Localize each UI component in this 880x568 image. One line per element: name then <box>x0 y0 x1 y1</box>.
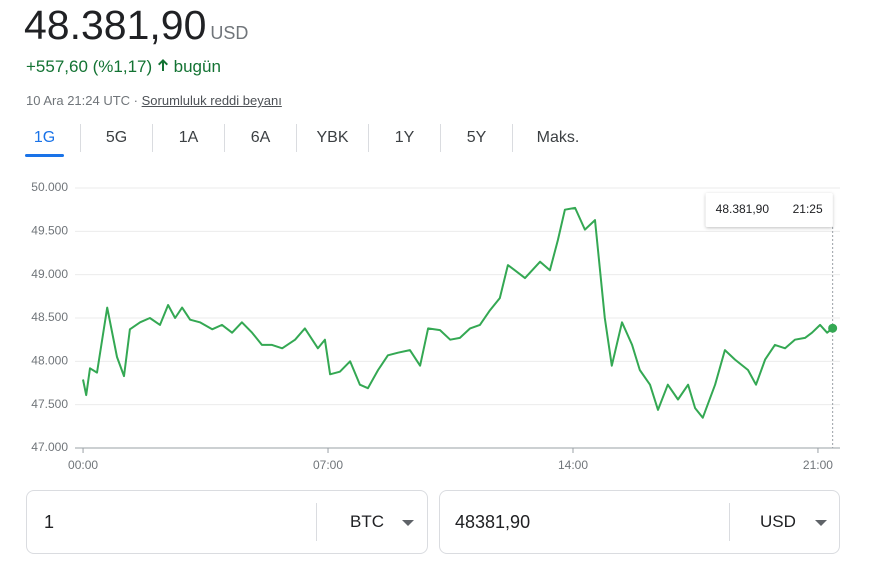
y-tick-label: 48.500 <box>31 310 68 324</box>
price: 48.381,90 USD <box>24 2 248 49</box>
dropdown-caret[interactable] <box>402 520 414 526</box>
up-arrow <box>157 59 168 71</box>
to-unit[interactable]: USD <box>760 512 796 531</box>
change-value: +557,60 (%1,17) <box>26 57 153 76</box>
range-tabs: 1G 5G 1A 6A YBK 1Y 5Y Maks. <box>9 124 603 158</box>
range-tab[interactable]: 6A <box>225 124 297 152</box>
to-amount[interactable]: 48381,90 <box>455 512 531 532</box>
dropdown-caret[interactable] <box>815 520 827 526</box>
y-tick-label: 47.500 <box>31 397 68 411</box>
tooltip: 48.381,90 21:25 <box>705 193 833 227</box>
tooltip-time: 21:25 <box>793 202 823 216</box>
from-unit[interactable]: BTC <box>350 512 384 531</box>
y-tick-label: 49.000 <box>31 267 68 281</box>
x-tick-label: 14:00 <box>558 458 588 472</box>
change: +557,60 (%1,17) bugün <box>26 57 221 77</box>
x-tick-label: 21:00 <box>803 458 833 472</box>
from-box[interactable]: 1 BTC <box>26 490 428 554</box>
range-tab[interactable]: 1A <box>153 124 225 152</box>
from-amount[interactable]: 1 <box>44 512 55 532</box>
to-box[interactable]: 48381,90 USD <box>439 490 840 554</box>
y-tick-label: 50.000 <box>31 180 68 194</box>
y-tick-label: 48.000 <box>31 354 68 368</box>
range-tab[interactable]: YBK <box>297 124 369 152</box>
separator <box>316 503 317 541</box>
price-line <box>82 206 834 419</box>
price-value: 48.381,90 <box>24 2 207 48</box>
x-tick-label: 00:00 <box>68 458 98 472</box>
timestamp: 10 Ara 21:24 UTC <box>26 93 131 108</box>
period: bugün <box>173 57 221 76</box>
timestamp-row: 10 Ara 21:24 UTC · Sorumluluk reddi beya… <box>26 93 282 108</box>
y-tick-label: 49.500 <box>31 224 68 238</box>
last-point <box>828 323 838 333</box>
disclaimer-link[interactable]: Sorumluluk reddi beyanı <box>141 93 282 108</box>
chart: 47.000 47.500 48.000 48.500 49.000 49.500 50.0… <box>31 180 840 472</box>
y-tick-label: 47.000 <box>31 440 68 454</box>
range-tab[interactable]: 1G <box>9 124 81 157</box>
range-tab[interactable]: Maks. <box>536 129 580 146</box>
tooltip-value: 48.381,90 <box>716 202 770 216</box>
separator <box>729 503 730 541</box>
range-tab[interactable]: 1Y <box>369 124 441 152</box>
x-tick-label: 07:00 <box>313 458 343 472</box>
currency: USD <box>210 23 249 43</box>
range-tab[interactable]: 5G <box>81 124 153 152</box>
tooltip-box <box>705 193 833 227</box>
range-tab[interactable]: 5Y <box>441 124 513 152</box>
